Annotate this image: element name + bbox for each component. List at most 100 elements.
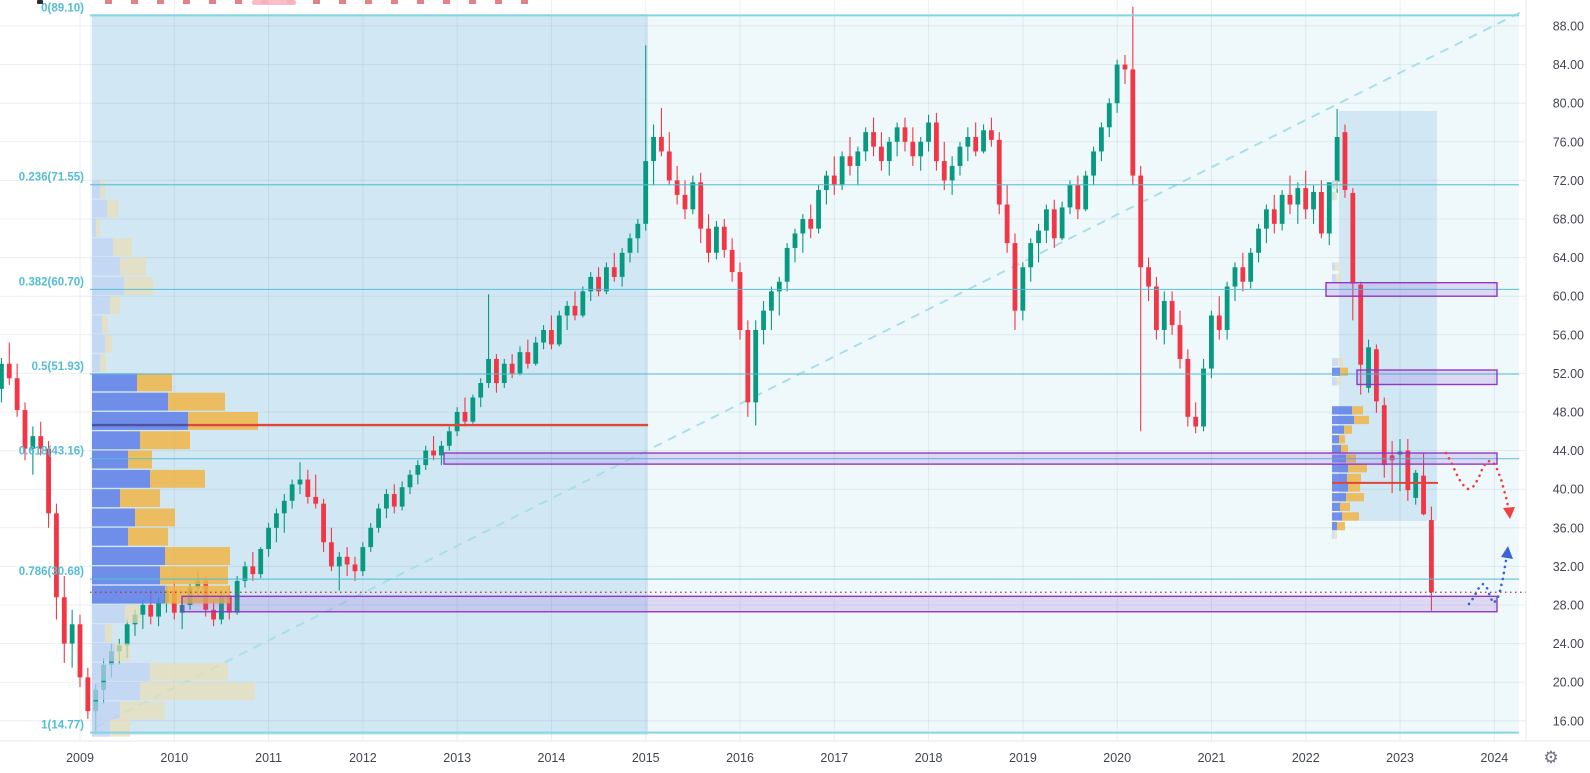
candle-body (1303, 188, 1309, 210)
year-tick-label: 2009 (66, 751, 94, 765)
vp-sell-bar (165, 585, 230, 604)
candle-body (824, 175, 829, 191)
candle-body (721, 226, 727, 250)
vp-sell-bar (1340, 502, 1350, 511)
candle-body (635, 223, 641, 239)
year-tick-label: 2023 (1386, 751, 1414, 765)
vp-sell-bar (140, 431, 190, 450)
year-tick-label: 2020 (1103, 751, 1131, 765)
vp-sell-bar (120, 489, 160, 508)
price-axis-panel[interactable] (1526, 0, 1590, 741)
candle-body (596, 276, 601, 292)
candle-body (556, 315, 562, 345)
candle-body (0, 363, 4, 389)
vp-sell-bar (110, 296, 120, 315)
projection-arrow-up-head (1501, 546, 1513, 559)
vp-buy-bar (1332, 274, 1336, 283)
price-tick-label: 16.00 (1553, 714, 1584, 728)
price-tick-label: 20.00 (1553, 676, 1584, 690)
time-axis-panel[interactable] (0, 741, 1590, 773)
price-tick-label: 88.00 (1553, 20, 1584, 34)
vp-sell-bar (150, 469, 205, 488)
candle-body (753, 329, 759, 403)
candle-body (886, 141, 892, 162)
candle-body (391, 494, 397, 507)
vp-buy-bar (92, 605, 125, 623)
candle-body (431, 450, 436, 456)
candle-body (1374, 349, 1379, 402)
vp-sell-bar (1336, 274, 1341, 283)
supply-demand-zone[interactable] (1325, 281, 1498, 297)
dashed-trendline[interactable] (95, 10, 1524, 728)
vp-sell-bar (168, 392, 225, 411)
price-tick-label: 28.00 (1553, 599, 1584, 613)
candle-body (981, 130, 986, 152)
candle-body (305, 479, 311, 497)
supply-demand-zone[interactable] (1356, 369, 1498, 386)
candle-body (965, 136, 971, 147)
candle-body (313, 496, 319, 504)
volume-profile-2009-2015[interactable] (92, 180, 258, 737)
candle-body (1319, 191, 1324, 234)
vp-sell-bar (120, 701, 165, 720)
vp-sell-bar (1335, 262, 1339, 271)
vp-buy-bar (92, 508, 135, 527)
candle-body (1193, 416, 1199, 427)
year-tick-label: 2015 (632, 751, 660, 765)
vp-buy-bar (1332, 522, 1337, 531)
vp-sell-bar (150, 662, 228, 681)
fib-retracement[interactable]: 0(89.10) 0.236(71.55) 0.382(60.70) 0.5(51.9… (19, 2, 1519, 734)
candle-body (996, 139, 1002, 205)
candle-body (1366, 347, 1371, 388)
candle-body (219, 595, 224, 620)
year-tick-label: 2017 (820, 751, 848, 765)
projection-arrow-down[interactable] (1444, 451, 1511, 513)
candle-body (698, 182, 704, 229)
projection-arrow-up[interactable] (1467, 553, 1509, 606)
candle-body (77, 624, 83, 678)
projection-arrow-down-head (1503, 507, 1515, 519)
candle-body (344, 556, 350, 565)
vp-buy-bar (1332, 483, 1348, 492)
vp-sell-bar (1337, 522, 1345, 531)
vp-buy-bar (1332, 357, 1338, 367)
candle-body (281, 500, 287, 514)
candle-body (415, 465, 421, 475)
candle-body (384, 494, 389, 509)
candle-body (1044, 209, 1049, 231)
year-tick-label: 2016 (726, 751, 754, 765)
vp-sell-bar (135, 508, 175, 527)
price-axis[interactable]: 88.00 84.00 80.00 76.00 72.00 68.00 64.00 60.00… (1553, 20, 1584, 729)
vp-sell-bar (1347, 473, 1361, 483)
candle-body (1138, 175, 1144, 268)
candle-body (1106, 103, 1112, 128)
candle-body (674, 180, 680, 195)
vp-sell-bar (1348, 464, 1367, 473)
vp-buy-bar (92, 354, 100, 372)
candle-body (651, 136, 656, 162)
vp-sell-bar (105, 624, 112, 643)
vp-buy-bar (92, 180, 100, 199)
vp-buy-bar (92, 624, 105, 643)
price-tick-label: 32.00 (1553, 560, 1584, 574)
candle-body (352, 564, 358, 572)
settings-gear-icon[interactable]: ⚙ (1543, 748, 1559, 767)
vp-buy-bar (92, 469, 150, 488)
candle-body (1429, 520, 1434, 593)
price-tick-label: 36.00 (1553, 521, 1584, 535)
candle-body (910, 141, 916, 157)
vp-sell-bar (1340, 367, 1348, 376)
candle-body (1256, 228, 1261, 253)
vp-sell-bar (105, 334, 112, 353)
vp-sell-bar (1348, 483, 1360, 492)
supply-demand-zone[interactable] (443, 452, 1498, 465)
vp-buy-bar (92, 547, 165, 565)
candle-body (666, 151, 672, 181)
time-axis[interactable]: 2009 2010 2011 2012 2013 2014 2015 2016 2017 2018… (66, 751, 1508, 765)
candle-body (1169, 301, 1175, 326)
candle-body (258, 549, 264, 575)
fib-level-label: 0.618(43.16) (19, 446, 84, 458)
supply-demand-zone[interactable] (181, 595, 1498, 613)
vp-buy-bar (1332, 444, 1341, 454)
